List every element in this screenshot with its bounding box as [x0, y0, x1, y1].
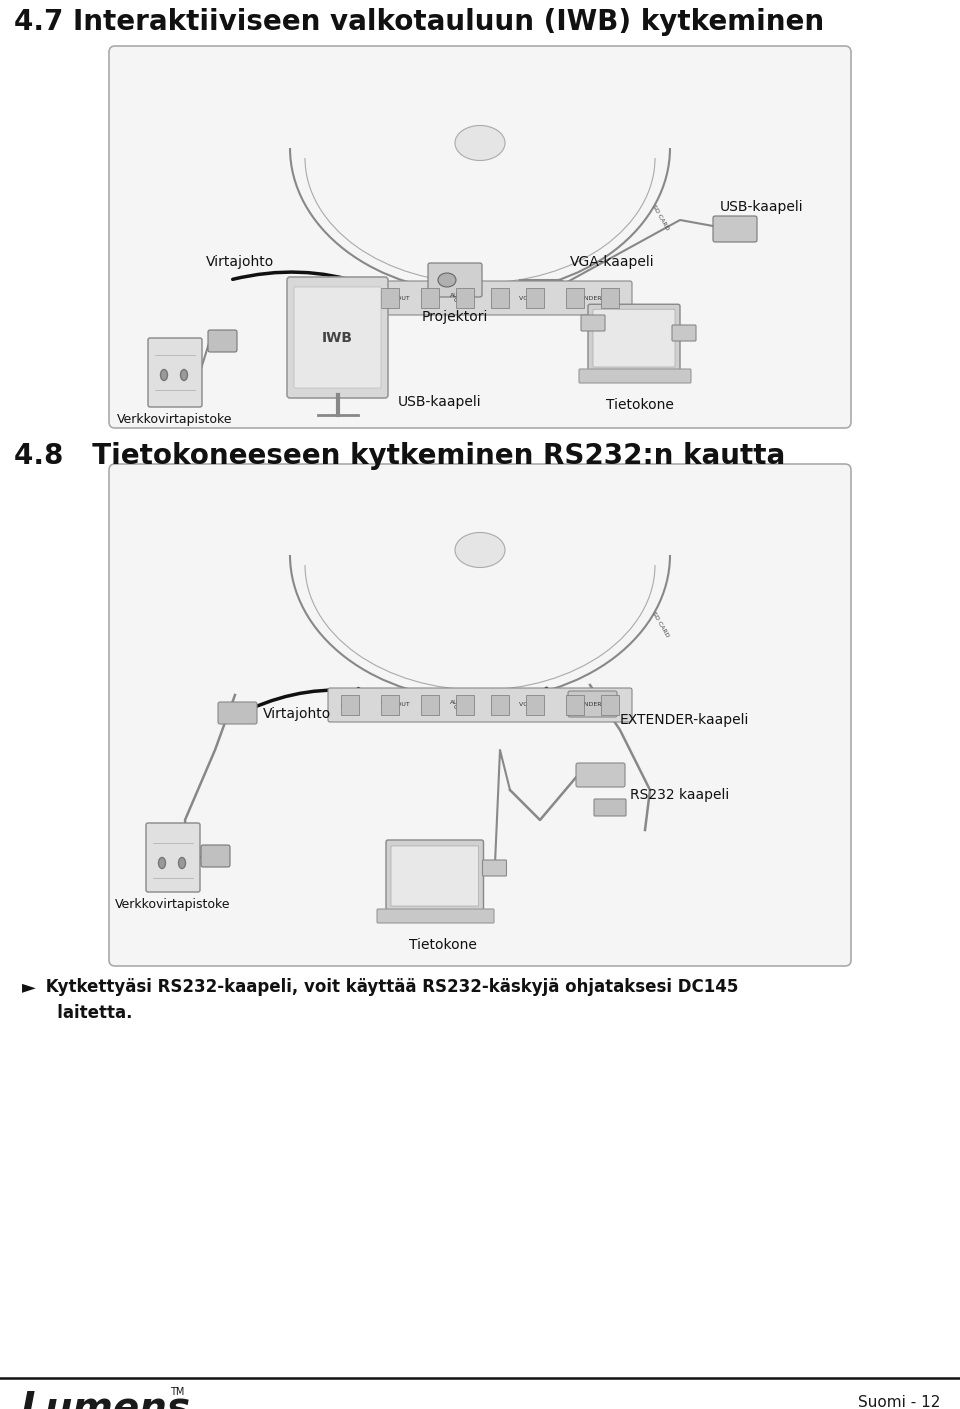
FancyBboxPatch shape [391, 845, 478, 906]
FancyBboxPatch shape [491, 695, 509, 714]
FancyBboxPatch shape [483, 859, 507, 876]
Text: laitetta.: laitetta. [40, 1005, 132, 1022]
Text: Suomi - 12: Suomi - 12 [857, 1395, 940, 1409]
FancyBboxPatch shape [341, 695, 359, 714]
FancyBboxPatch shape [381, 287, 399, 309]
Text: 4.8   Tietokoneeseen kytkeminen RS232:n kautta: 4.8 Tietokoneeseen kytkeminen RS232:n ka… [14, 442, 785, 471]
Text: AC IN: AC IN [342, 296, 359, 300]
FancyBboxPatch shape [581, 316, 605, 331]
FancyBboxPatch shape [526, 695, 544, 714]
Text: VGA OUT: VGA OUT [380, 703, 409, 707]
Text: Kytkettyäsi RS232-kaapeli, voit käyttää RS232-käskyjä ohjataksesi DC145: Kytkettyäsi RS232-kaapeli, voit käyttää … [40, 978, 738, 996]
Text: VGA IN: VGA IN [519, 703, 541, 707]
Ellipse shape [179, 858, 185, 868]
Text: Verkkovirtapistoke: Verkkovirtapistoke [115, 898, 230, 912]
FancyBboxPatch shape [377, 909, 494, 923]
FancyBboxPatch shape [566, 695, 584, 714]
Text: USB-kaapeli: USB-kaapeli [398, 395, 482, 409]
Ellipse shape [160, 369, 167, 380]
FancyBboxPatch shape [146, 823, 200, 892]
Text: 4.7 Interaktiiviseen valkotauluun (IWB) kytkeminen: 4.7 Interaktiiviseen valkotauluun (IWB) … [14, 8, 824, 37]
Text: Lumens: Lumens [20, 1391, 190, 1409]
Text: EXTENDER-kaapeli: EXTENDER-kaapeli [620, 713, 750, 727]
Ellipse shape [455, 533, 505, 568]
Text: VGA OUT: VGA OUT [380, 296, 409, 300]
Text: Tietokone: Tietokone [409, 938, 477, 952]
Text: SD CARD: SD CARD [651, 204, 669, 231]
Text: Virtajohto: Virtajohto [263, 707, 331, 721]
FancyBboxPatch shape [218, 702, 257, 724]
FancyBboxPatch shape [601, 695, 619, 714]
Text: AUDIO
OUT: AUDIO OUT [449, 700, 470, 710]
Text: USB-kaapeli: USB-kaapeli [720, 200, 804, 214]
FancyBboxPatch shape [428, 263, 482, 297]
FancyBboxPatch shape [109, 464, 851, 967]
FancyBboxPatch shape [568, 690, 617, 717]
FancyBboxPatch shape [456, 287, 474, 309]
Text: SD CARD: SD CARD [651, 612, 669, 638]
Text: Tietokone: Tietokone [606, 397, 674, 411]
FancyBboxPatch shape [341, 287, 359, 309]
FancyBboxPatch shape [588, 304, 680, 372]
FancyBboxPatch shape [328, 280, 632, 316]
Ellipse shape [438, 273, 456, 287]
FancyBboxPatch shape [576, 764, 625, 788]
FancyBboxPatch shape [713, 216, 757, 242]
Ellipse shape [455, 125, 505, 161]
FancyBboxPatch shape [421, 695, 439, 714]
FancyBboxPatch shape [109, 46, 851, 428]
Text: VGA-kaapeli: VGA-kaapeli [570, 255, 655, 269]
FancyBboxPatch shape [381, 695, 399, 714]
Text: EXTENDER: EXTENDER [568, 296, 602, 300]
FancyBboxPatch shape [148, 338, 202, 407]
Text: EXTENDER: EXTENDER [568, 703, 602, 707]
FancyBboxPatch shape [201, 845, 230, 867]
FancyBboxPatch shape [566, 287, 584, 309]
Text: RS232 kaapeli: RS232 kaapeli [630, 788, 730, 802]
Text: VGA IN: VGA IN [519, 296, 541, 300]
Text: Verkkovirtapistoke: Verkkovirtapistoke [117, 413, 232, 426]
FancyBboxPatch shape [421, 287, 439, 309]
FancyBboxPatch shape [526, 287, 544, 309]
Text: ►: ► [22, 978, 36, 996]
Text: AC IN: AC IN [342, 703, 359, 707]
FancyBboxPatch shape [594, 799, 626, 816]
FancyBboxPatch shape [579, 369, 691, 383]
Text: TM: TM [170, 1386, 184, 1396]
Text: Projektori: Projektori [421, 310, 489, 324]
FancyBboxPatch shape [208, 330, 237, 352]
FancyBboxPatch shape [672, 325, 696, 341]
Ellipse shape [180, 369, 187, 380]
FancyBboxPatch shape [287, 278, 388, 397]
FancyBboxPatch shape [294, 287, 381, 387]
FancyBboxPatch shape [593, 309, 675, 366]
Text: AUDIO
OUT: AUDIO OUT [449, 293, 470, 303]
Text: IWB: IWB [322, 331, 353, 344]
Text: Virtajohto: Virtajohto [205, 255, 275, 269]
FancyBboxPatch shape [456, 695, 474, 714]
Ellipse shape [158, 858, 165, 868]
FancyBboxPatch shape [491, 287, 509, 309]
FancyBboxPatch shape [386, 840, 484, 912]
FancyBboxPatch shape [601, 287, 619, 309]
FancyBboxPatch shape [328, 688, 632, 721]
